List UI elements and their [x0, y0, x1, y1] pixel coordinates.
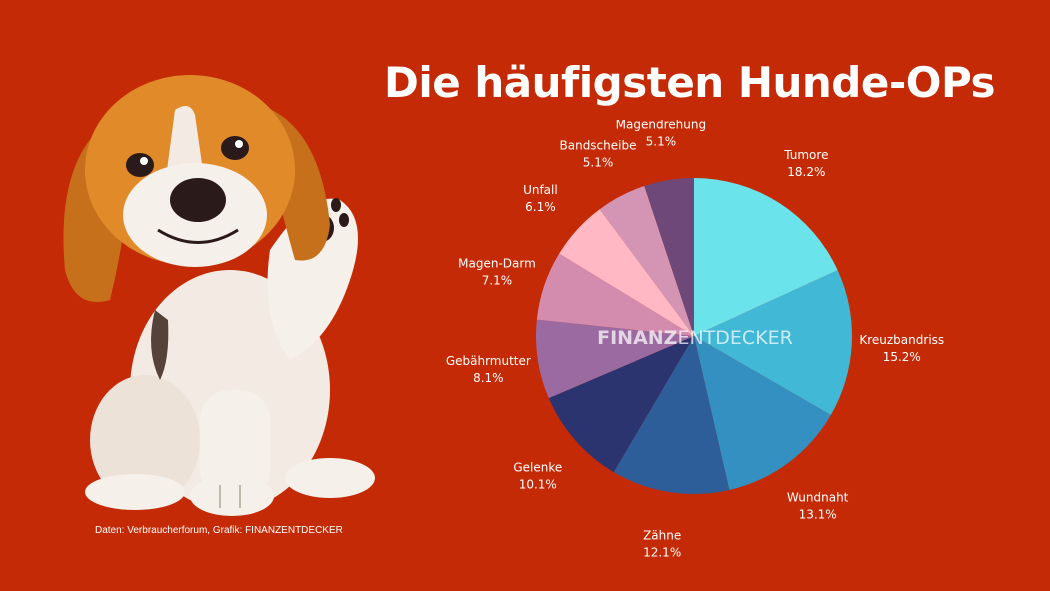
- slice-value-6: 7.1%: [482, 273, 513, 287]
- slice-value-9: 5.1%: [646, 135, 677, 149]
- slice-value-1: 15.2%: [883, 350, 921, 364]
- slice-label-2: Wundnaht: [787, 490, 849, 504]
- pie-slice-8: [599, 186, 694, 336]
- pie-slice-9: [644, 178, 694, 336]
- slice-value-3: 12.1%: [643, 546, 681, 560]
- watermark: FINANZENTDECKER: [597, 327, 793, 349]
- slice-value-5: 8.1%: [473, 371, 504, 385]
- dog-front-paw: [190, 476, 274, 516]
- pie-slice-5: [536, 319, 694, 399]
- slice-label-9: Magendrehung: [616, 120, 706, 132]
- pie-slice-6: [536, 253, 694, 336]
- slice-label-6: Magen-Darm: [458, 256, 536, 270]
- dog-mouth: [157, 228, 239, 244]
- chart-title: Die häufigsten Hunde-OPs: [384, 58, 996, 107]
- slice-value-8: 5.1%: [583, 155, 614, 169]
- dog-back-paw: [85, 474, 185, 510]
- slice-label-4: Gelenke: [513, 460, 562, 474]
- pie-slice-0: [694, 178, 838, 336]
- pie-slices: [536, 178, 852, 494]
- slice-label-5: Gebährmutter: [446, 354, 531, 368]
- slice-label-8: Bandscheibe: [560, 138, 637, 152]
- dog-right-eye: [221, 136, 249, 160]
- slice-label-3: Zähne: [643, 529, 681, 543]
- slice-value-0: 18.2%: [787, 165, 825, 179]
- dog-front-leg: [200, 390, 270, 500]
- pie-labels: Tumore 18.2% Kreuzbandriss 15.2% Wundnaht 13.…: [446, 120, 944, 560]
- watermark-bold: FINANZ: [597, 327, 677, 349]
- pie-slice-7: [559, 209, 694, 336]
- slice-label-7: Unfall: [523, 183, 558, 197]
- dog-nose: [170, 178, 226, 222]
- dog-dark-patch: [151, 310, 169, 380]
- pie-slice-4: [548, 336, 694, 473]
- pie-slice-2: [694, 336, 831, 490]
- dog-left-eye: [126, 153, 154, 177]
- slice-label-1: Kreuzbandriss: [859, 333, 944, 347]
- watermark-light: ENTDECKER: [677, 327, 792, 349]
- slice-value-4: 10.1%: [519, 477, 557, 491]
- slice-label-0: Tumore: [783, 148, 828, 162]
- slice-value-7: 6.1%: [525, 200, 556, 214]
- source-note: Daten: Verbraucherforum, Grafik: FINANZE…: [95, 525, 343, 536]
- pie-chart: Tumore 18.2% Kreuzbandriss 15.2% Wundnaht 13.…: [446, 120, 944, 560]
- dog-right-paw: [285, 458, 375, 498]
- slice-value-2: 13.1%: [799, 507, 837, 521]
- dog-back-leg: [90, 375, 200, 505]
- beagle-illustration: [63, 75, 375, 516]
- pie-slice-3: [613, 336, 730, 494]
- pie-slice-1: [694, 270, 852, 415]
